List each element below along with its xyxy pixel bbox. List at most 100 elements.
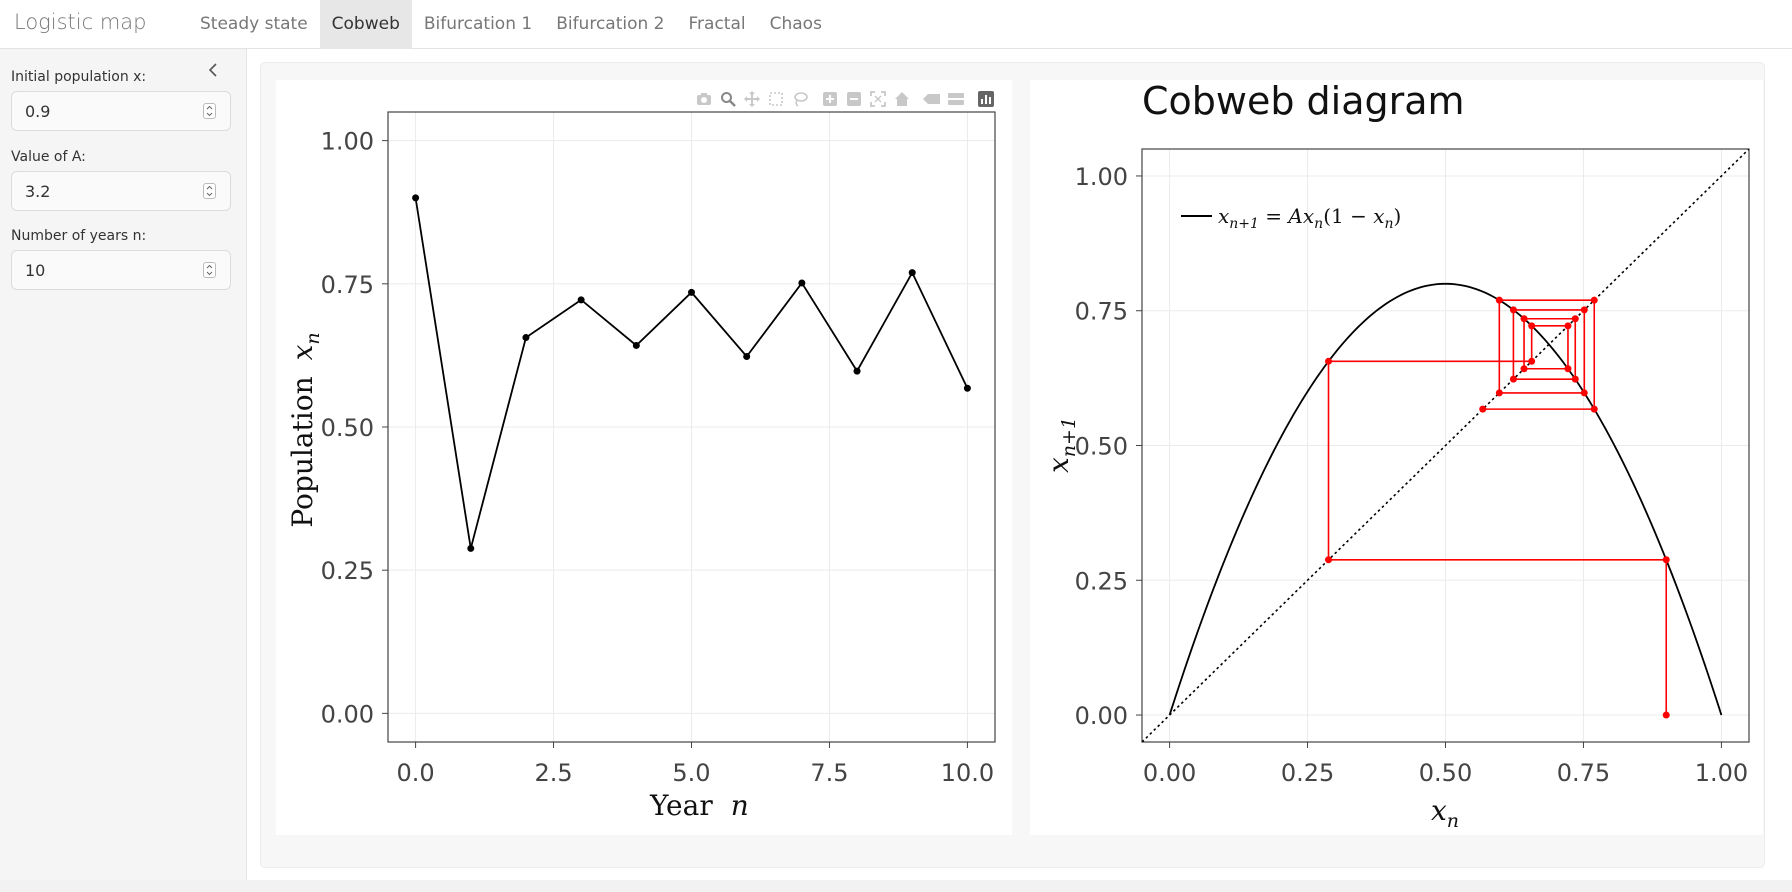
population-point[interactable] — [798, 279, 806, 287]
cobweb-point[interactable] — [1580, 389, 1588, 397]
zoom-out-icon[interactable] — [842, 90, 866, 108]
y-tick-label: 0.00 — [321, 700, 374, 728]
zoom-icon[interactable] — [716, 90, 740, 108]
cobweb-point[interactable] — [1564, 322, 1572, 330]
bottom-strip — [0, 880, 1792, 892]
x-tick-label: 0.0 — [397, 759, 435, 787]
cobweb-point[interactable] — [1495, 296, 1503, 304]
number-of-years-label: Number of years n: — [11, 228, 147, 244]
pan-icon[interactable] — [740, 90, 764, 108]
y-tick-label: 0.50 — [1075, 433, 1128, 461]
cobweb-point[interactable] — [1571, 375, 1579, 383]
x-tick-label: 2.5 — [534, 759, 572, 787]
tab-chaos[interactable]: Chaos — [769, 14, 822, 34]
cobweb-point[interactable] — [1509, 306, 1517, 314]
cobweb-point[interactable] — [1528, 357, 1536, 365]
cobweb-tick-labels: 0.00 0.25 0.50 0.75 1.00 0.00 0.25 0.50 0.75 1.00 — [1075, 163, 1749, 787]
y-tick-label: 0.00 — [1075, 702, 1128, 730]
tab-bar: Steady state Cobweb Bifurcation 1 Bifurc… — [188, 0, 834, 49]
population-point[interactable] — [577, 296, 585, 304]
cobweb-point[interactable] — [1479, 405, 1487, 413]
initial-population-label: Initial population x: — [11, 69, 147, 85]
cobweb-title: Cobweb diagram — [1142, 79, 1465, 123]
population-tick-labels: 0.0 2.5 5.0 7.5 10.0 0.00 0.25 0.50 0.75 1.00 — [321, 128, 995, 787]
initial-population-input[interactable] — [12, 92, 202, 130]
lasso-icon[interactable] — [788, 90, 812, 108]
identity-line — [1142, 149, 1749, 742]
x-tick-label: 7.5 — [810, 759, 848, 787]
plot-modebar — [692, 90, 998, 108]
cobweb-point[interactable] — [1509, 375, 1517, 383]
cobweb-point[interactable] — [1495, 389, 1503, 397]
population-chart[interactable]: 0.0 2.5 5.0 7.5 10.0 0.00 0.25 0.50 0.75 1.00 Yea… — [286, 111, 996, 822]
x-tick-label: 0.00 — [1143, 759, 1196, 787]
population-point[interactable] — [522, 334, 530, 342]
cobweb-point[interactable] — [1564, 365, 1572, 373]
stepper-icon[interactable] — [203, 103, 216, 119]
value-a-field[interactable] — [11, 171, 231, 211]
tab-bifurcation-1[interactable]: Bifurcation 1 — [423, 14, 533, 34]
cobweb-point[interactable] — [1520, 315, 1528, 323]
population-series[interactable] — [412, 194, 971, 552]
y-tick-label: 0.50 — [321, 414, 374, 442]
logistic-curve[interactable] — [1168, 282, 1723, 716]
population-point[interactable] — [412, 194, 420, 202]
spike-lines-icon[interactable] — [920, 90, 944, 108]
population-y-axis-label: Populationxn — [286, 332, 324, 527]
cobweb-point[interactable] — [1662, 556, 1670, 564]
population-plot-background — [276, 80, 1012, 835]
y-tick-label: 1.00 — [1075, 163, 1128, 191]
cobweb-points[interactable] — [1325, 296, 1670, 719]
cobweb-point[interactable] — [1590, 405, 1598, 413]
x-tick-label: 1.00 — [1695, 759, 1748, 787]
cobweb-point[interactable] — [1580, 306, 1588, 314]
cobweb-legend[interactable]: xn+1 = Axn(1 − xn) — [1181, 204, 1401, 232]
y-tick-label: 0.75 — [321, 271, 374, 299]
y-tick-label: 0.75 — [1075, 298, 1128, 326]
stepper-icon[interactable] — [203, 262, 216, 278]
box-select-icon[interactable] — [764, 90, 788, 108]
tab-cobweb[interactable]: Cobweb — [319, 0, 412, 49]
autoscale-icon[interactable] — [866, 90, 890, 108]
cobweb-point[interactable] — [1325, 556, 1333, 564]
cobweb-point[interactable] — [1528, 322, 1536, 330]
stepper-icon[interactable] — [203, 183, 216, 199]
population-point[interactable] — [853, 367, 861, 375]
compare-hover-icon[interactable] — [944, 90, 968, 108]
chevron-left-icon[interactable] — [204, 60, 222, 80]
cobweb-plot-background — [1030, 80, 1763, 835]
cobweb-point[interactable] — [1571, 315, 1579, 323]
cobweb-y-axis-label: xn+1 — [1042, 417, 1080, 473]
number-of-years-field[interactable] — [11, 250, 231, 290]
population-point[interactable] — [688, 288, 695, 296]
sidebar: Initial population x: Value of A: Number… — [0, 49, 247, 892]
x-tick-label: 0.25 — [1281, 759, 1334, 787]
tab-steady-state[interactable]: Steady state — [200, 14, 308, 34]
value-a-input[interactable] — [12, 172, 202, 210]
camera-icon[interactable] — [692, 90, 716, 108]
cobweb-point[interactable] — [1325, 357, 1333, 365]
cobweb-x-axis-label: xn — [1431, 794, 1459, 832]
cobweb-point[interactable] — [1520, 365, 1528, 373]
population-point[interactable] — [743, 352, 751, 360]
x-tick-label: 0.75 — [1557, 759, 1610, 787]
navbar: Logistic map Steady state Cobweb Bifurca… — [0, 0, 1792, 49]
zoom-in-icon[interactable] — [818, 90, 842, 108]
tab-bifurcation-2[interactable]: Bifurcation 2 — [556, 14, 665, 34]
plotly-logo-icon[interactable] — [974, 90, 998, 108]
population-point[interactable] — [908, 269, 916, 277]
y-tick-label: 0.25 — [1075, 567, 1128, 595]
initial-population-field[interactable] — [11, 91, 231, 131]
population-point[interactable] — [963, 384, 971, 392]
cobweb-point[interactable] — [1590, 296, 1598, 304]
number-of-years-input[interactable] — [12, 251, 202, 289]
population-point[interactable] — [632, 341, 640, 349]
x-tick-label: 10.0 — [941, 759, 994, 787]
cobweb-chart[interactable]: Cobweb diagram 0.00 0.25 0.50 0.75 1.00 0.00 0… — [1042, 79, 1750, 832]
tab-fractal[interactable]: Fractal — [688, 14, 746, 34]
population-point[interactable] — [467, 544, 475, 552]
cobweb-point[interactable] — [1662, 711, 1670, 719]
value-a-label: Value of A: — [11, 149, 86, 165]
reset-axes-icon[interactable] — [890, 90, 914, 108]
